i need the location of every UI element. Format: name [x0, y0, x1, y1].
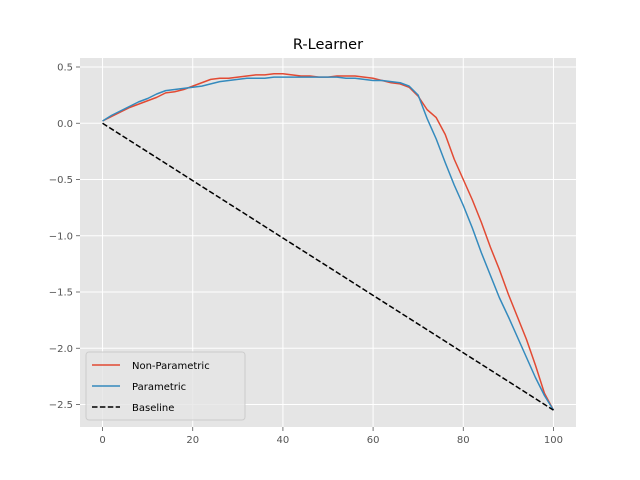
chart-title: R-Learner — [293, 37, 363, 53]
legend-label-parametric: Parametric — [132, 382, 186, 393]
x-axis-ticks: 0 20 40 60 80 100 — [99, 427, 563, 446]
y-tick-label: −1.0 — [49, 231, 73, 242]
y-tick-label: −1.5 — [49, 288, 73, 299]
y-tick-label: −0.5 — [49, 175, 73, 186]
x-tick-label: 60 — [367, 435, 380, 446]
series-layer — [102, 73, 555, 411]
y-tick-label: −2.5 — [49, 400, 73, 411]
x-tick-label: 80 — [457, 435, 470, 446]
y-tick-label: 0.0 — [57, 119, 73, 130]
x-tick-label: 20 — [186, 435, 199, 446]
legend: Non-Parametric Parametric Baseline — [85, 351, 246, 421]
legend-label-non-parametric: Non-Parametric — [132, 361, 210, 372]
x-tick-label: 100 — [544, 435, 563, 446]
series-line-parametric — [102, 76, 555, 411]
y-tick-label: 0.5 — [57, 63, 73, 74]
grid — [80, 58, 576, 427]
y-axis-ticks: 0.5 0.0 −0.5 −1.0 −1.5 −2.0 −2.5 — [49, 63, 80, 411]
series-line-baseline — [102, 122, 554, 411]
x-tick-label: 40 — [277, 435, 290, 446]
legend-box — [85, 351, 246, 421]
y-tick-label: −2.0 — [49, 344, 73, 355]
x-tick-label: 0 — [99, 435, 105, 446]
legend-label-baseline: Baseline — [132, 403, 174, 414]
